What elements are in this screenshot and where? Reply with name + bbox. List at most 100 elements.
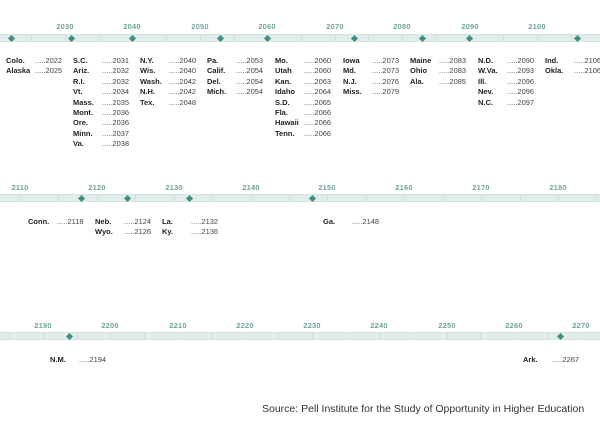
state-name: Mont. (73, 107, 93, 117)
state-entry: N.D. .....2090 (478, 56, 534, 66)
state-entry: Nev. .....2096 (478, 87, 534, 97)
state-name: Minn. (73, 128, 93, 138)
state-entry: Neb. .....2124 (95, 217, 151, 227)
state-entry: Mont. .....2036 (73, 108, 129, 118)
axis-tick (514, 332, 515, 340)
state-year: 2042 (179, 76, 197, 86)
state-name: Ariz. (73, 66, 90, 76)
state-entry: Wis. .....2040 (140, 66, 196, 76)
leader-dots: ..... (102, 76, 113, 86)
timeline-axis (0, 194, 600, 202)
leader-dots: ..... (372, 56, 383, 65)
year-label-2150: 2150 (318, 183, 336, 192)
state-year: 2118 (67, 217, 84, 226)
state-name: Ala. (410, 76, 424, 86)
state-name: Fla. (275, 107, 288, 117)
state-group: La. .....2132 Ky. .....2136 (162, 217, 218, 238)
axis-tick (144, 332, 145, 340)
leader-dots: ..... (439, 56, 450, 65)
leader-dots: ..... (304, 97, 315, 107)
year-label-2160: 2160 (395, 183, 413, 192)
state-name: Okla. (545, 66, 564, 76)
state-name: Ohio (410, 66, 428, 76)
timeline-row-1: 2030 2040 2050 2060 2070 2080 2090 2100 Colo....… (0, 22, 600, 148)
timeline-row-2: 2110 2120 2130 2140 2150 2160 2170 2180 Conn....… (0, 183, 600, 303)
leader-dots: ..... (372, 87, 383, 97)
year-label-2100: 2100 (528, 22, 546, 31)
state-group: Ind. .....2106 Okla. .....2106 (545, 56, 600, 77)
state-entry: Ore. .....2036 (73, 118, 129, 128)
axis-tick (289, 194, 290, 202)
state-entry: Mich. .....2054 (207, 87, 263, 97)
leader-dots: ..... (236, 66, 247, 76)
axis-tick (503, 34, 504, 42)
state-entry: Calif. .....2054 (207, 66, 263, 76)
leader-dots: ..... (102, 56, 113, 65)
leader-dots: ..... (57, 217, 68, 226)
axis-tick (174, 194, 175, 202)
state-year: 2036 (112, 107, 130, 117)
axis-tick (278, 332, 279, 340)
year-label-2240: 2240 (370, 321, 388, 330)
state-year: 2060 (314, 56, 332, 65)
leader-dots: ..... (169, 76, 180, 86)
state-year: 2034 (112, 87, 130, 97)
axis-tick (65, 34, 66, 42)
state-entry: R.I. .....2032 (73, 77, 129, 87)
state-name: N.Y. (140, 56, 154, 65)
state-year: 2097 (517, 97, 535, 107)
leader-dots: ..... (304, 128, 315, 138)
leader-dots: ..... (169, 97, 180, 107)
state-entry: Hawaii .....2066 (275, 118, 331, 128)
state-year: 2025 (45, 66, 63, 76)
state-group: Neb. .....2124 Wyo. .....2126 (95, 217, 151, 238)
state-year: 2037 (112, 128, 130, 138)
axis-tick (443, 194, 444, 202)
state-entry: Ariz. .....2032 (73, 66, 129, 76)
state-group: Conn. .....2118 (28, 217, 84, 227)
state-entry: Tenn. .....2066 (275, 129, 331, 139)
state-group: Pa. .....2053 Calif. .....2054 Del. .....2054… (207, 56, 263, 98)
axis-tick (335, 34, 336, 42)
state-year: 2042 (179, 87, 197, 97)
state-year: 2054 (246, 76, 264, 86)
axis-tick (379, 332, 380, 340)
state-entry: N.H. .....2042 (140, 87, 196, 97)
leader-dots: ..... (191, 217, 202, 226)
leader-dots: ..... (102, 128, 113, 138)
year-label-2130: 2130 (165, 183, 183, 192)
state-name: Neb. (95, 217, 112, 226)
state-name: Ky. (162, 227, 174, 237)
timeline-axis (0, 34, 600, 42)
state-year: 2054 (246, 66, 264, 76)
axis-tick (436, 34, 437, 42)
leader-dots: ..... (102, 66, 113, 76)
state-entry: Colo. .....2022 (6, 56, 62, 66)
axis-tick (20, 194, 21, 202)
state-group: N.Y. .....2040 Wis. .....2040 Wash. .....2042… (140, 56, 196, 108)
state-year: 2022 (45, 56, 63, 65)
timeline-row-3: 2190 2200 2210 2220 2230 2240 2250 2260 2270 N.M.… (0, 321, 600, 441)
state-year: 2040 (179, 56, 197, 65)
state-entry: Va. .....2038 (73, 139, 129, 149)
leader-dots: ..... (552, 355, 563, 364)
state-name: Va. (73, 139, 84, 149)
state-year: 2053 (246, 56, 264, 65)
axis-tick (547, 332, 548, 340)
state-year: 2031 (112, 56, 130, 65)
leader-dots: ..... (236, 87, 247, 97)
state-entry: N.J. .....2076 (343, 77, 399, 87)
state-entry: Conn. .....2118 (28, 217, 84, 227)
state-year: 2096 (517, 76, 535, 86)
axis-tick (135, 194, 136, 202)
axis-tick (596, 194, 597, 202)
state-entry: Okla. .....2106 (545, 66, 600, 76)
state-entry: Ky. .....2136 (162, 227, 218, 237)
leader-dots: ..... (236, 56, 247, 65)
state-name: Wash. (140, 76, 162, 86)
state-year: 2106 (584, 56, 600, 65)
state-name: Conn. (28, 217, 50, 226)
axis-tick (404, 194, 405, 202)
state-name: Maine (410, 56, 432, 65)
source-note: Source: Pell Institute for the Study of … (262, 403, 585, 415)
